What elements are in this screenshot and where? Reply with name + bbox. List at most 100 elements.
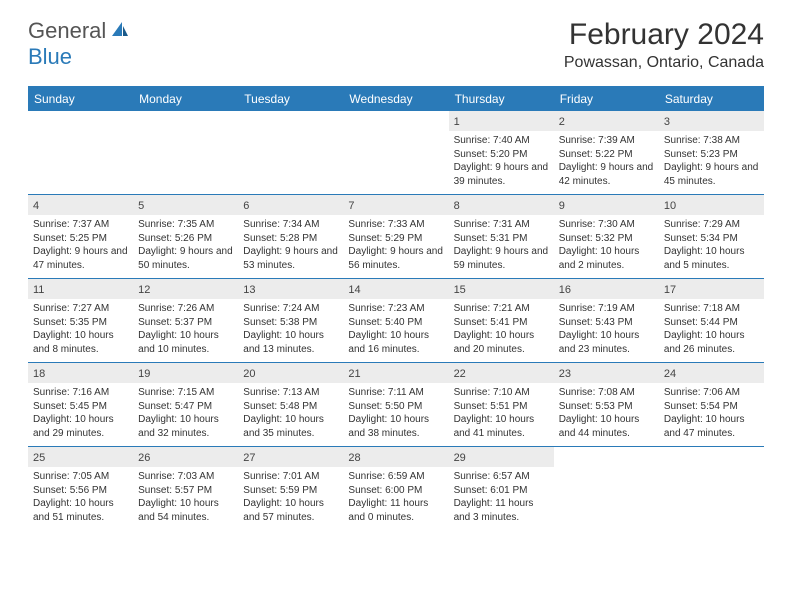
day-info: Sunrise: 7:23 AMSunset: 5:40 PMDaylight:…	[348, 302, 443, 356]
day-number-bar: 1	[449, 111, 554, 131]
title-block: February 2024 Powassan, Ontario, Canada	[564, 18, 764, 72]
day-info: Sunrise: 7:31 AMSunset: 5:31 PMDaylight:…	[454, 218, 549, 272]
day-number-bar: 11	[28, 279, 133, 299]
weeks-container: 1Sunrise: 7:40 AMSunset: 5:20 PMDaylight…	[28, 110, 764, 530]
day-cell	[343, 110, 448, 194]
day-cell: 27 Sunrise: 7:01 AMSunset: 5:59 PMDayligh…	[238, 446, 343, 530]
weekday-header: Friday	[554, 88, 659, 110]
day-info: Sunrise: 7:27 AMSunset: 5:35 PMDaylight:…	[33, 302, 128, 356]
day-info: Sunrise: 6:59 AMSunset: 6:00 PMDaylight:…	[348, 470, 443, 524]
day-info: Sunrise: 7:08 AMSunset: 5:53 PMDaylight:…	[559, 386, 654, 440]
sunrise-text: Sunrise: 7:26 AM	[138, 302, 233, 316]
day-cell: 5 Sunrise: 7:35 AMSunset: 5:26 PMDaylight…	[133, 194, 238, 278]
sunset-text: Sunset: 5:37 PM	[138, 316, 233, 330]
sunset-text: Sunset: 6:01 PM	[454, 484, 549, 498]
sunrise-text: Sunrise: 7:19 AM	[559, 302, 654, 316]
day-number-bar: 24	[659, 363, 764, 383]
day-number-bar: 17	[659, 279, 764, 299]
day-cell	[554, 446, 659, 530]
day-number-bar: 23	[554, 363, 659, 383]
day-cell: 28 Sunrise: 6:59 AMSunset: 6:00 PMDayligh…	[343, 446, 448, 530]
day-cell: 25Sunrise: 7:05 AMSunset: 5:56 PMDayligh…	[28, 446, 133, 530]
day-info: Sunrise: 7:15 AMSunset: 5:47 PMDaylight:…	[138, 386, 233, 440]
day-number-bar: 4	[28, 195, 133, 215]
sunset-text: Sunset: 5:47 PM	[138, 400, 233, 414]
sunrise-text: Sunrise: 7:31 AM	[454, 218, 549, 232]
day-number-bar: 7	[343, 195, 448, 215]
sunrise-text: Sunrise: 7:33 AM	[348, 218, 443, 232]
sunset-text: Sunset: 5:50 PM	[348, 400, 443, 414]
day-info: Sunrise: 7:01 AMSunset: 5:59 PMDaylight:…	[243, 470, 338, 524]
sunset-text: Sunset: 5:25 PM	[33, 232, 128, 246]
sunset-text: Sunset: 5:23 PM	[664, 148, 759, 162]
daylight-text: Daylight: 10 hours and 51 minutes.	[33, 497, 128, 524]
day-number-bar: 8	[449, 195, 554, 215]
sunset-text: Sunset: 5:34 PM	[664, 232, 759, 246]
day-number: 27	[243, 452, 255, 464]
logo: General	[28, 18, 132, 44]
day-number: 19	[138, 368, 150, 380]
day-cell	[659, 446, 764, 530]
day-number-bar: 20	[238, 363, 343, 383]
day-cell: 26Sunrise: 7:03 AMSunset: 5:57 PMDayligh…	[133, 446, 238, 530]
day-number-bar: 3	[659, 111, 764, 131]
week-row: 11 Sunrise: 7:27 AMSunset: 5:35 PMDayligh…	[28, 278, 764, 362]
sunset-text: Sunset: 6:00 PM	[348, 484, 443, 498]
daylight-text: Daylight: 9 hours and 45 minutes.	[664, 161, 759, 188]
daylight-text: Daylight: 10 hours and 38 minutes.	[348, 413, 443, 440]
sunrise-text: Sunrise: 7:03 AM	[138, 470, 233, 484]
day-info: Sunrise: 7:26 AMSunset: 5:37 PMDaylight:…	[138, 302, 233, 356]
sunrise-text: Sunrise: 7:24 AM	[243, 302, 338, 316]
weekday-header: Thursday	[449, 88, 554, 110]
day-number-bar: 22	[449, 363, 554, 383]
day-number: 16	[559, 284, 571, 296]
sunrise-text: Sunrise: 7:35 AM	[138, 218, 233, 232]
day-info: Sunrise: 7:11 AMSunset: 5:50 PMDaylight:…	[348, 386, 443, 440]
weekday-header: Tuesday	[238, 88, 343, 110]
day-info: Sunrise: 7:19 AMSunset: 5:43 PMDaylight:…	[559, 302, 654, 356]
day-info: Sunrise: 7:39 AMSunset: 5:22 PMDaylight:…	[559, 134, 654, 188]
day-number: 9	[559, 200, 565, 212]
sunset-text: Sunset: 5:44 PM	[664, 316, 759, 330]
week-row: 25Sunrise: 7:05 AMSunset: 5:56 PMDayligh…	[28, 446, 764, 530]
day-number-bar: 9	[554, 195, 659, 215]
day-number: 1	[454, 116, 460, 128]
day-number: 7	[348, 200, 354, 212]
day-cell: 17Sunrise: 7:18 AMSunset: 5:44 PMDayligh…	[659, 278, 764, 362]
day-number: 4	[33, 200, 39, 212]
day-info: Sunrise: 7:38 AMSunset: 5:23 PMDaylight:…	[664, 134, 759, 188]
sunset-text: Sunset: 5:38 PM	[243, 316, 338, 330]
daylight-text: Daylight: 9 hours and 53 minutes.	[243, 245, 338, 272]
day-number-bar: 2	[554, 111, 659, 131]
day-info: Sunrise: 6:57 AMSunset: 6:01 PMDaylight:…	[454, 470, 549, 524]
day-number: 23	[559, 368, 571, 380]
sunrise-text: Sunrise: 7:39 AM	[559, 134, 654, 148]
sunset-text: Sunset: 5:48 PM	[243, 400, 338, 414]
sunrise-text: Sunrise: 7:08 AM	[559, 386, 654, 400]
sunrise-text: Sunrise: 7:10 AM	[454, 386, 549, 400]
sunset-text: Sunset: 5:54 PM	[664, 400, 759, 414]
calendar: SundayMondayTuesdayWednesdayThursdayFrid…	[28, 86, 764, 530]
day-info: Sunrise: 7:35 AMSunset: 5:26 PMDaylight:…	[138, 218, 233, 272]
daylight-text: Daylight: 10 hours and 47 minutes.	[664, 413, 759, 440]
day-number-bar: 19	[133, 363, 238, 383]
sunset-text: Sunset: 5:22 PM	[559, 148, 654, 162]
weekday-header: Wednesday	[343, 88, 448, 110]
day-number: 26	[138, 452, 150, 464]
day-cell: 3 Sunrise: 7:38 AMSunset: 5:23 PMDaylight…	[659, 110, 764, 194]
daylight-text: Daylight: 10 hours and 23 minutes.	[559, 329, 654, 356]
day-cell: 13 Sunrise: 7:24 AMSunset: 5:38 PMDayligh…	[238, 278, 343, 362]
day-number: 21	[348, 368, 360, 380]
daylight-text: Daylight: 10 hours and 35 minutes.	[243, 413, 338, 440]
day-info: Sunrise: 7:24 AMSunset: 5:38 PMDaylight:…	[243, 302, 338, 356]
sunrise-text: Sunrise: 7:23 AM	[348, 302, 443, 316]
day-number: 5	[138, 200, 144, 212]
week-row: 1Sunrise: 7:40 AMSunset: 5:20 PMDaylight…	[28, 110, 764, 194]
day-number: 28	[348, 452, 360, 464]
sunrise-text: Sunrise: 7:29 AM	[664, 218, 759, 232]
day-info: Sunrise: 7:05 AMSunset: 5:56 PMDaylight:…	[33, 470, 128, 524]
day-cell: 9Sunrise: 7:30 AMSunset: 5:32 PMDaylight…	[554, 194, 659, 278]
day-cell: 4Sunrise: 7:37 AMSunset: 5:25 PMDaylight…	[28, 194, 133, 278]
day-cell: 23 Sunrise: 7:08 AMSunset: 5:53 PMDayligh…	[554, 362, 659, 446]
day-number-bar: 13	[238, 279, 343, 299]
